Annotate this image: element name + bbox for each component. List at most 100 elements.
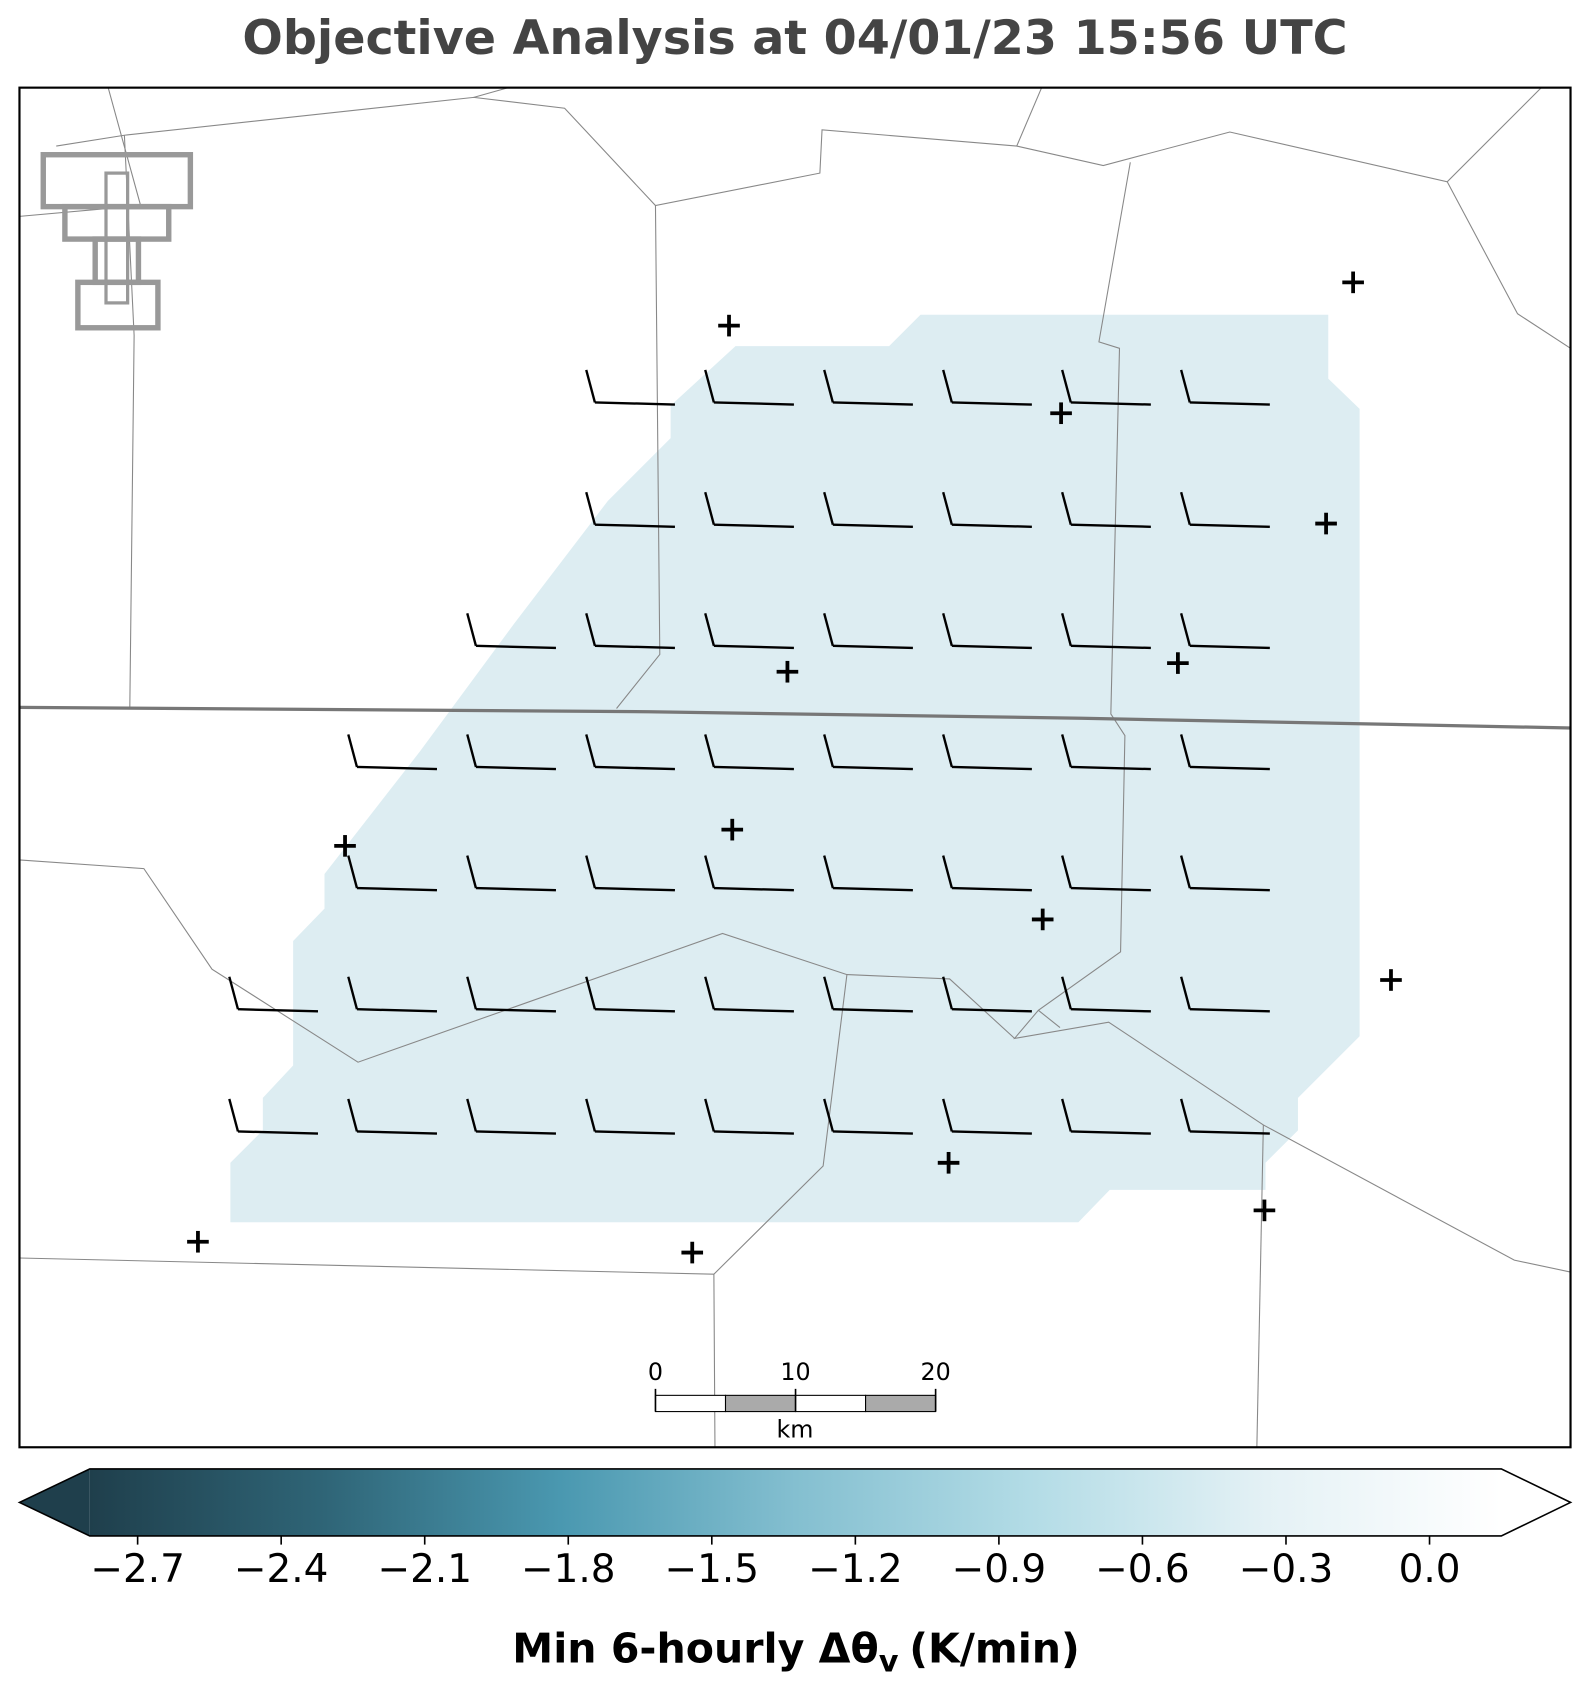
- colorbar-tick-label: −2.4: [234, 1547, 329, 1592]
- colorbar-tick-label: −2.1: [377, 1547, 472, 1592]
- barb-staff: [356, 765, 438, 771]
- barb-staff: [1189, 644, 1270, 650]
- barb-flag: [823, 855, 835, 889]
- barb-flag: [704, 855, 716, 889]
- barb-flag: [347, 1098, 359, 1132]
- barb-flag: [942, 491, 953, 525]
- county-line: [1016, 87, 1043, 147]
- barb-staff: [475, 765, 556, 771]
- barb-staff: [951, 644, 1032, 650]
- barb-flag: [704, 1098, 716, 1132]
- scale-segment: [724, 1394, 797, 1413]
- colorbar-tick-label: −2.7: [90, 1547, 185, 1592]
- barb-flag: [585, 734, 597, 768]
- barb-flag: [704, 369, 716, 403]
- barb-staff: [237, 1130, 319, 1135]
- barb-flag: [1179, 976, 1191, 1010]
- barb-staff: [594, 644, 675, 650]
- logo-inner: [104, 171, 130, 305]
- barb-flag: [942, 734, 953, 768]
- county-line: [713, 974, 848, 1448]
- title: Objective Analysis at 04/01/23 15:56 UTC: [242, 11, 1347, 66]
- barb-staff: [1070, 1008, 1151, 1013]
- barb-staff: [1189, 523, 1270, 528]
- colorbar-tick-label: −1.8: [521, 1547, 616, 1592]
- barb-staff: [1070, 644, 1151, 650]
- barb-flag: [228, 976, 240, 1010]
- barb-flag: [823, 613, 835, 647]
- scale-segment: [865, 1394, 937, 1413]
- barb-flag: [466, 734, 478, 768]
- barb-flag: [585, 491, 597, 525]
- colorbar-label-subscript: v: [879, 1644, 899, 1679]
- barb-staff: [713, 523, 794, 528]
- county-line: [1446, 181, 1571, 349]
- barb-staff: [594, 401, 675, 406]
- barb-staff: [1070, 765, 1151, 771]
- barb-staff: [475, 644, 556, 650]
- barb-staff: [1189, 401, 1270, 406]
- barb-staff: [1070, 886, 1151, 892]
- barb-staff: [237, 1008, 319, 1013]
- barb-staff: [713, 765, 794, 771]
- colorbar-tick-label: −0.9: [952, 1547, 1047, 1592]
- scale-segment: [795, 1394, 867, 1413]
- barb-flag: [823, 1098, 835, 1132]
- barb-flag: [347, 855, 359, 889]
- county-line: [616, 205, 661, 709]
- colorbar-label-units: (K/min): [909, 1625, 1080, 1673]
- barb-staff: [713, 644, 794, 650]
- barb-flag: [1179, 491, 1191, 525]
- barb-staff: [951, 523, 1032, 528]
- barb-flag: [942, 369, 953, 403]
- barb-staff: [1070, 401, 1151, 406]
- barb-staff: [832, 644, 913, 650]
- county-line: [1256, 1124, 1264, 1448]
- barb-flag: [823, 491, 835, 525]
- barb-flag: [1179, 855, 1191, 889]
- colorbar-extend-high: [1501, 1468, 1571, 1536]
- barb-staff: [475, 1008, 556, 1013]
- colorbar-tick-label: −1.5: [665, 1547, 760, 1592]
- logo: [40, 152, 194, 331]
- wind-barbs: [228, 369, 1270, 1135]
- colorbar-label: Min 6-hourly Δθv (K/min): [512, 1625, 1080, 1679]
- barb-flag: [466, 1098, 478, 1132]
- scale-tick-label: 10: [780, 1358, 810, 1386]
- county-line: [19, 859, 1015, 1063]
- barb-flag: [466, 976, 478, 1010]
- scale-tick-label: 0: [648, 1358, 663, 1386]
- colorbar-tick-label: −1.2: [808, 1547, 903, 1592]
- county-line: [56, 87, 1542, 207]
- barb-flag: [228, 1098, 240, 1132]
- county-line: [1013, 162, 1571, 1273]
- barb-staff: [1189, 765, 1270, 771]
- logo-foot: [75, 279, 161, 331]
- stations: [187, 271, 1402, 1264]
- barb-flag: [704, 613, 716, 647]
- barb-staff: [594, 523, 675, 528]
- barb-flag: [585, 613, 597, 647]
- colorbar-label-main: Min 6-hourly Δθ: [512, 1625, 878, 1673]
- map-frame: [18, 86, 1572, 1449]
- barb-staff: [832, 1008, 913, 1013]
- barb-flag: [942, 1098, 953, 1132]
- barb-flag: [942, 613, 953, 647]
- barb-staff: [832, 886, 913, 892]
- barb-flag: [347, 734, 359, 768]
- colorbar-tick-label: −0.3: [1239, 1547, 1334, 1592]
- barb-staff: [594, 765, 675, 771]
- barb-staff: [1189, 886, 1270, 892]
- analysis-shading: [230, 314, 1360, 1223]
- barb-staff: [356, 886, 438, 892]
- barb-staff: [713, 1130, 794, 1135]
- barb-staff: [594, 1130, 675, 1135]
- barb-flag: [585, 1098, 597, 1132]
- barb-staff: [594, 1008, 675, 1013]
- barb-flag: [466, 613, 478, 647]
- barb-staff: [1070, 523, 1151, 528]
- barb-flag: [823, 976, 835, 1010]
- barb-staff: [356, 1008, 438, 1013]
- barb-flag: [1179, 369, 1191, 403]
